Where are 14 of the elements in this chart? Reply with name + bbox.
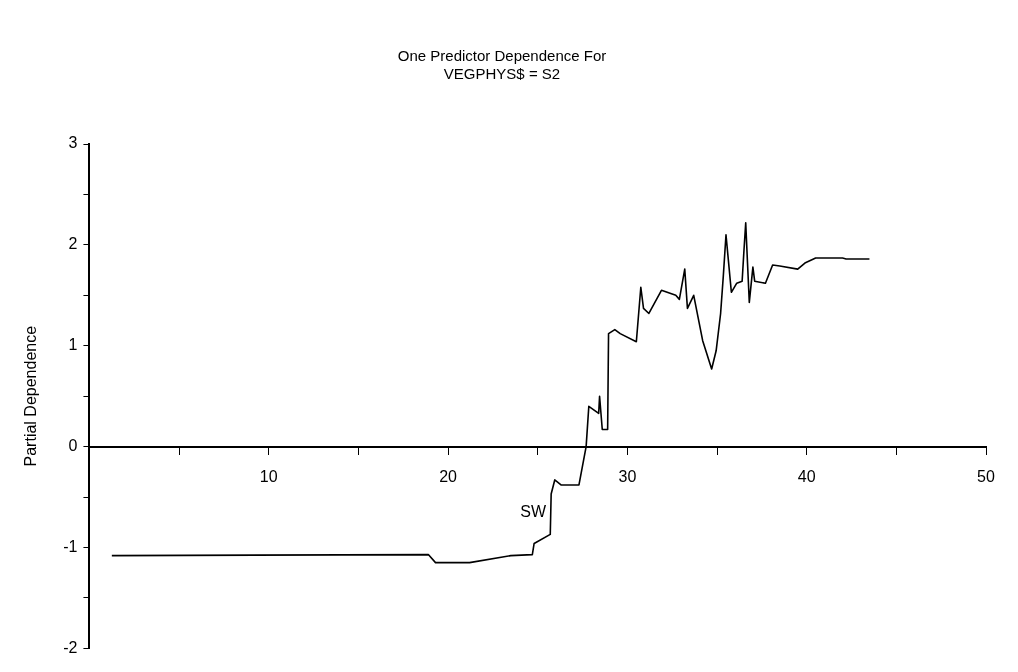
y-tick-label: 2 xyxy=(68,235,78,253)
y-tick-label: 3 xyxy=(68,134,78,152)
y-tick-label: -2 xyxy=(63,638,78,656)
annotation: SW xyxy=(520,502,548,520)
y-tick-label: 0 xyxy=(68,437,78,455)
y-tick-label: -1 xyxy=(63,537,78,555)
x-tick-label: 30 xyxy=(618,467,637,485)
x-tick-label: 10 xyxy=(259,467,278,485)
x-tick-label: 20 xyxy=(439,467,458,485)
x-tick-label: 40 xyxy=(797,467,816,485)
y-axis-title: Partial Dependence xyxy=(22,325,40,467)
chart-title: One Predictor Dependence For VEGPHYS$ = S2 xyxy=(397,47,607,83)
y-tick-label: 1 xyxy=(68,336,78,354)
x-tick-label: 50 xyxy=(977,467,995,485)
